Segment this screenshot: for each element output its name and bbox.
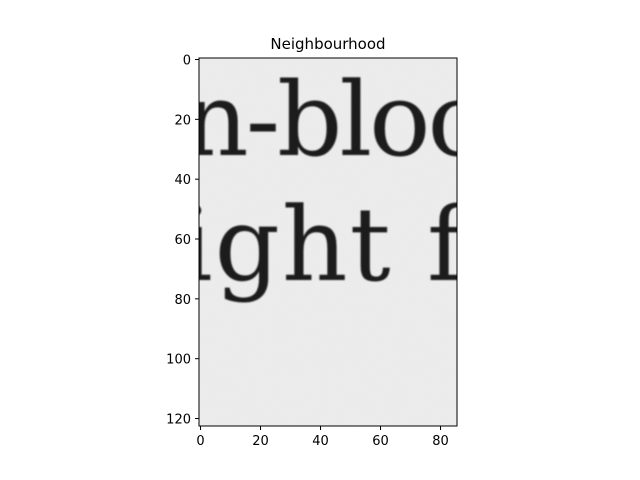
image-text-line2: ight f <box>180 186 471 305</box>
x-tick-label: 80 <box>432 434 449 449</box>
y-tick-label: 0 <box>183 53 191 68</box>
y-tick-label: 40 <box>174 173 191 188</box>
y-axis: 0 20 40 60 80 100 120 <box>166 53 199 427</box>
y-tick-label: 20 <box>174 113 191 128</box>
y-tick-label: 80 <box>174 293 191 308</box>
image-area: n-bloc ight f <box>180 58 482 426</box>
x-tick-label: 40 <box>312 434 329 449</box>
y-tick-label: 120 <box>166 413 191 428</box>
image-text-line1: n-bloc <box>183 61 482 180</box>
chart-title: Neighbourhood <box>270 35 385 53</box>
x-tick-label: 20 <box>252 434 269 449</box>
x-axis: 0 20 40 60 80 <box>196 426 448 449</box>
x-tick-label: 60 <box>372 434 389 449</box>
y-tick-label: 60 <box>174 233 191 248</box>
y-tick-label: 100 <box>166 353 191 368</box>
x-tick-label: 0 <box>196 434 204 449</box>
